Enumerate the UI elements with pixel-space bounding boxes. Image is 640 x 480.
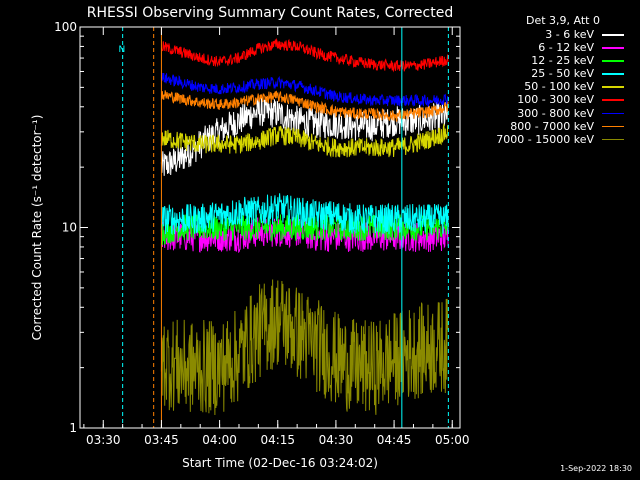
- legend-swatch: [602, 138, 624, 141]
- legend-item: 6 - 12 keV: [482, 41, 632, 54]
- x-tick-label: 04:45: [377, 433, 412, 447]
- legend-item-label: 50 - 100 keV: [524, 80, 594, 94]
- legend-item-label: 300 - 800 keV: [517, 106, 594, 120]
- legend-item: 50 - 100 keV: [482, 80, 632, 93]
- x-tick-label: 03:30: [86, 433, 121, 447]
- legend-swatch: [602, 60, 624, 62]
- legend-item: 25 - 50 keV: [482, 67, 632, 80]
- x-axis-label: Start Time (02-Dec-16 03:24:02): [182, 456, 378, 470]
- legend-swatch: [602, 73, 624, 75]
- y-tick-label: 10: [62, 221, 77, 235]
- x-tick-label: 03:45: [144, 433, 179, 447]
- legend-item-label: 6 - 12 keV: [538, 41, 594, 55]
- legend-swatch: [602, 99, 624, 101]
- legend-item-label: 3 - 6 keV: [545, 28, 594, 41]
- series-line-1: [160, 216, 449, 254]
- series-line-8: [160, 279, 449, 416]
- x-tick-label: 04:00: [202, 433, 237, 447]
- legend-swatch: [602, 47, 624, 49]
- x-tick-label: 04:15: [260, 433, 295, 447]
- legend-item-label: 12 - 25 keV: [531, 54, 594, 68]
- x-tick-label: 05:00: [435, 433, 470, 447]
- legend-swatch: [602, 86, 624, 88]
- series-line-6: [160, 72, 449, 107]
- series-line-7: [160, 90, 449, 123]
- series-line-3: [160, 193, 449, 236]
- legend-item: 12 - 25 keV: [482, 54, 632, 67]
- legend: Det 3,9, Att 0 3 - 6 keV 6 - 12 keV 12 - 2…: [482, 14, 632, 146]
- legend-item: 300 - 800 keV: [482, 107, 632, 120]
- legend-item-label: 25 - 50 keV: [531, 67, 594, 81]
- chart-title: RHESSI Observing Summary Count Rates, Co…: [87, 5, 453, 21]
- annotation-0: N: [119, 45, 126, 55]
- x-tick-label: 04:30: [319, 433, 354, 447]
- legend-swatch: [602, 34, 624, 36]
- y-tick-label: 1: [69, 421, 77, 435]
- legend-item-label: 100 - 300 keV: [517, 93, 594, 107]
- legend-item: 7000 - 15000 keV: [482, 133, 632, 146]
- y-axis-label: Corrected Count Rate (s⁻¹ detector⁻¹): [30, 115, 44, 341]
- legend-item-label: 800 - 7000 keV: [510, 119, 594, 133]
- series-line-5: [160, 37, 449, 73]
- y-tick-label: 100: [54, 20, 77, 34]
- legend-item: 800 - 7000 keV: [482, 120, 632, 133]
- legend-title: Det 3,9, Att 0: [526, 14, 600, 27]
- legend-item: 3 - 6 keV: [482, 28, 632, 41]
- legend-item-label: 7000 - 15000 keV: [496, 132, 594, 146]
- legend-swatch: [602, 112, 624, 115]
- series-line-4: [160, 123, 449, 158]
- timestamp: 1-Sep-2022 18:30: [560, 464, 632, 473]
- legend-swatch: [602, 125, 624, 128]
- legend-item: 100 - 300 keV: [482, 93, 632, 106]
